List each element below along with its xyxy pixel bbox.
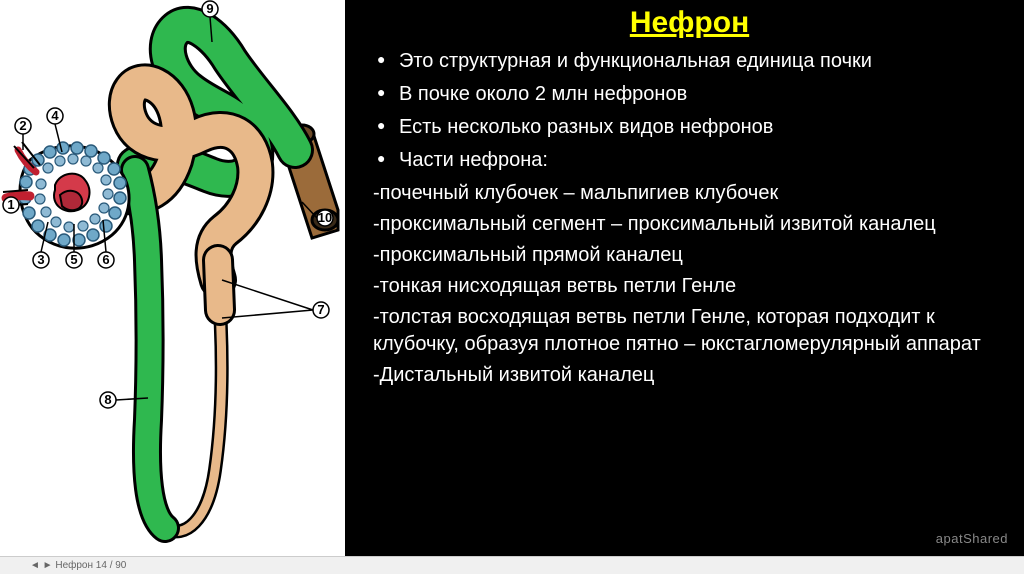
svg-text:3: 3 bbox=[37, 252, 44, 267]
bullet-item: Части нефрона: bbox=[373, 147, 1006, 174]
watermark: apatShared bbox=[936, 531, 1008, 546]
slide-title: Нефрон bbox=[373, 6, 1006, 40]
diagram-panel: 1 2 3 4 5 6 7 8 9 10 bbox=[0, 0, 345, 556]
bullet-item: Это структурная и функциональная единица… bbox=[373, 48, 1006, 75]
renal-corpuscle bbox=[3, 142, 129, 248]
svg-text:1: 1 bbox=[7, 197, 14, 212]
svg-text:5: 5 bbox=[70, 252, 77, 267]
sub-item: -Дистальный извитой каналец bbox=[373, 362, 1006, 389]
sub-item: -проксимальный сегмент – проксимальный и… bbox=[373, 211, 1006, 238]
nephron-diagram: 1 2 3 4 5 6 7 8 9 10 bbox=[0, 0, 345, 556]
sub-item: -тонкая нисходящая ветвь петли Генле bbox=[373, 273, 1006, 300]
sub-item: -почечный клубочек – мальпигиев клубочек bbox=[373, 180, 1006, 207]
svg-text:2: 2 bbox=[19, 118, 26, 133]
svg-text:6: 6 bbox=[102, 252, 109, 267]
svg-text:10: 10 bbox=[318, 210, 332, 225]
text-panel: Нефрон Это структурная и функциональная … bbox=[345, 0, 1024, 556]
svg-text:8: 8 bbox=[104, 392, 111, 407]
sub-item: -проксимальный прямой каналец bbox=[373, 242, 1006, 269]
bullet-item: Есть несколько разных видов нефронов bbox=[373, 114, 1006, 141]
sub-list: -почечный клубочек – мальпигиев клубочек… bbox=[373, 180, 1006, 389]
svg-text:7: 7 bbox=[317, 302, 324, 317]
bullet-item: В почке около 2 млн нефронов bbox=[373, 81, 1006, 108]
svg-text:9: 9 bbox=[206, 1, 213, 16]
slide-counter: ◄ ► Нефрон 14 / 90 bbox=[30, 560, 126, 571]
bullet-list: Это структурная и функциональная единица… bbox=[373, 48, 1006, 174]
slide: 1 2 3 4 5 6 7 8 9 10 Нефрон Это структурная и фун… bbox=[0, 0, 1024, 556]
loop-ascending bbox=[135, 170, 165, 528]
svg-text:4: 4 bbox=[51, 108, 59, 123]
bottom-bar: ◄ ► Нефрон 14 / 90 bbox=[0, 556, 1024, 574]
sub-item: -толстая восходящая ветвь петли Генле, к… bbox=[373, 304, 1006, 358]
